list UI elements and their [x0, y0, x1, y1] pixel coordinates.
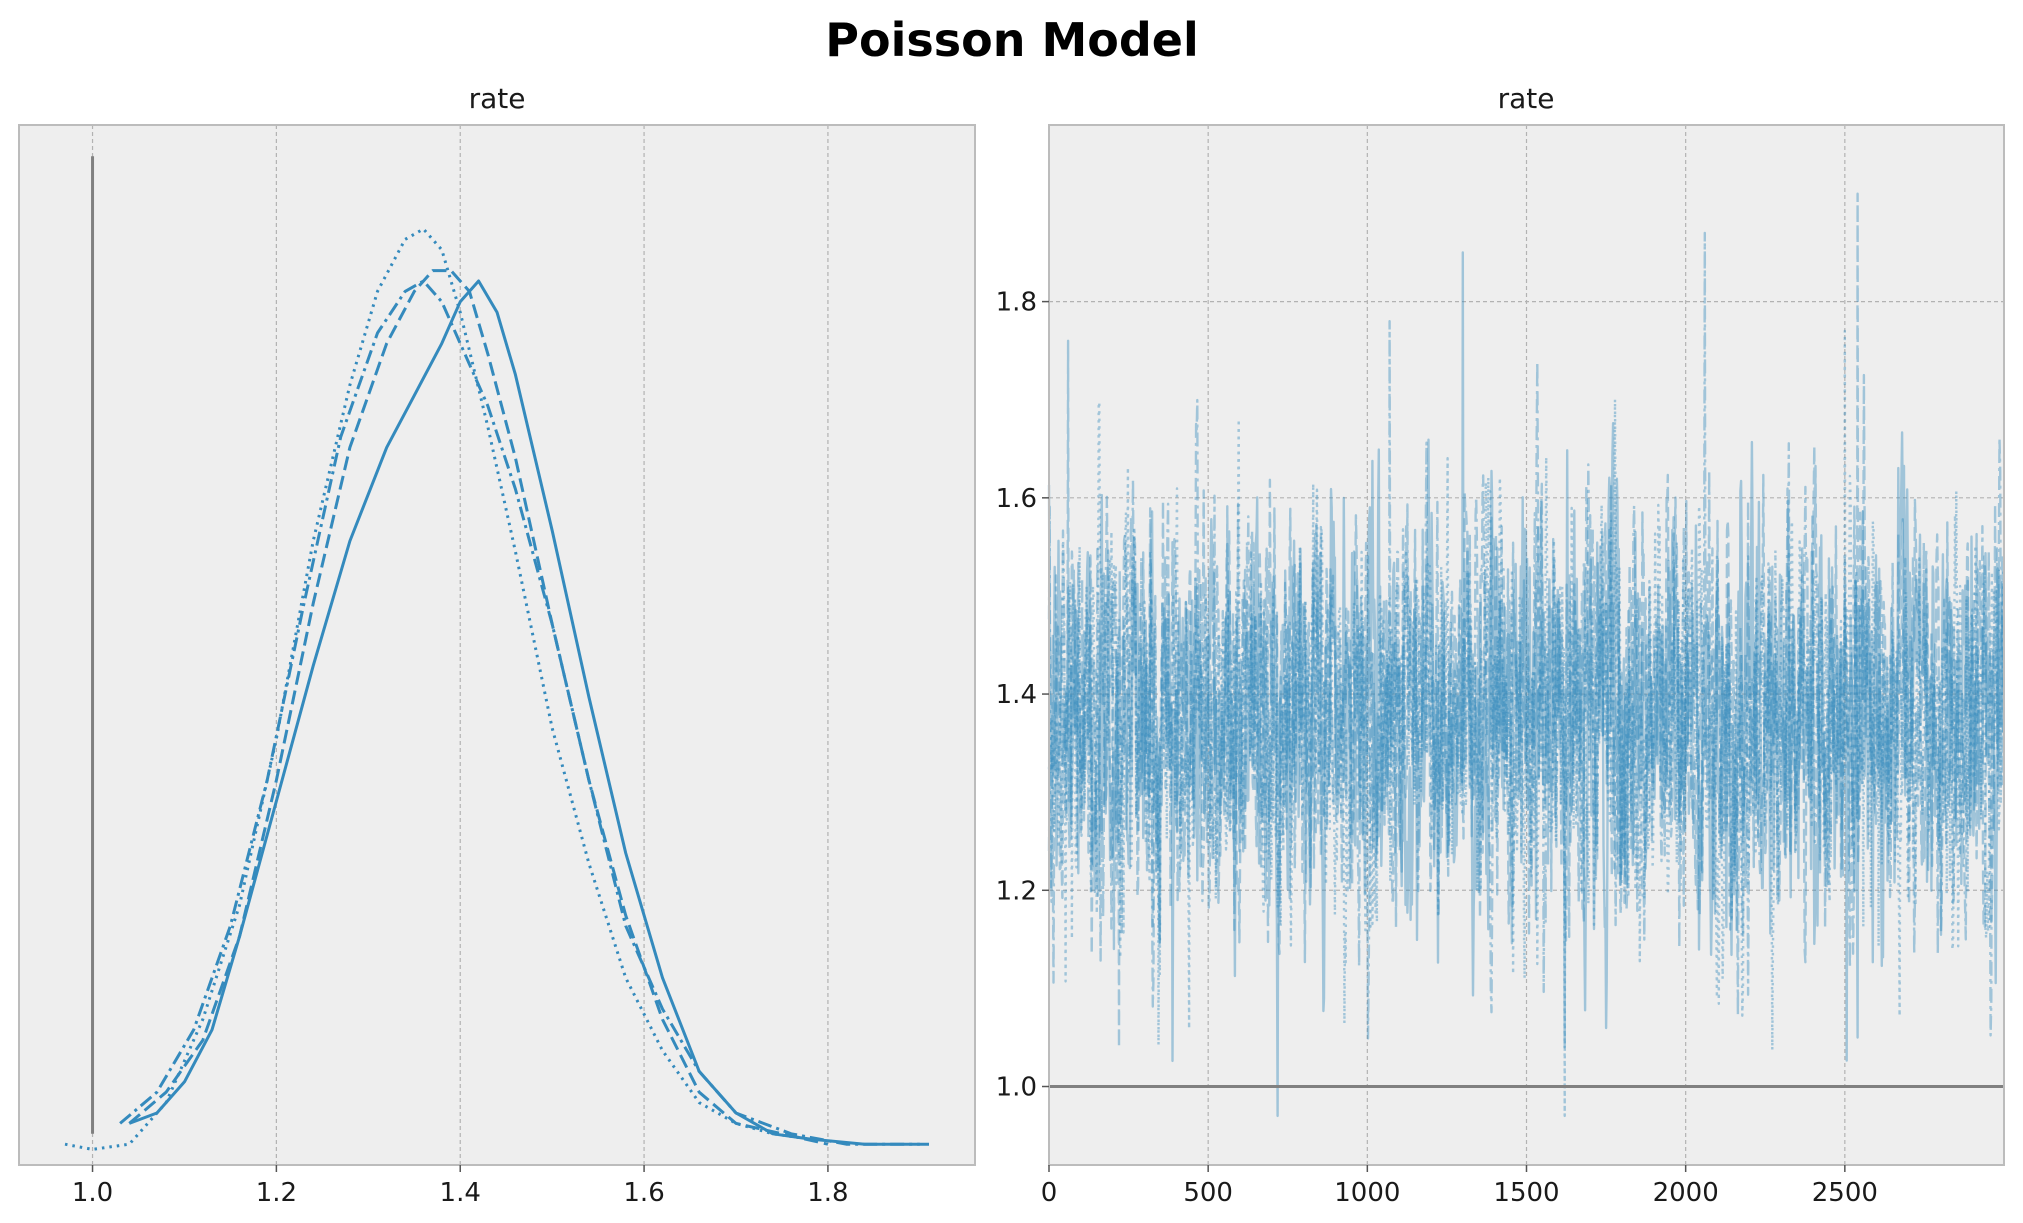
density-x-tick-label: 1.2: [256, 1178, 297, 1208]
trace-chain-dotted: [1047, 329, 2005, 1118]
density-x-tick-label: 1.8: [807, 1178, 848, 1208]
trace-x-tick-label: 2500: [1812, 1178, 1878, 1208]
density-series: [64, 227, 929, 1151]
trace-chain-solid: [1047, 251, 2005, 1118]
trace-y-ticks: 1.0 1.2 1.4 1.6 1.8: [996, 288, 1049, 1103]
trace-y-tick-label: 1.4: [996, 680, 1037, 710]
trace-panel: 0 500 1000 1500 2000 2500 1.0 1.2 1.4 1.6 1.8 rat…: [996, 82, 2005, 1208]
trace-series: [1047, 192, 2005, 1118]
trace-chain-dashdot: [1047, 231, 2005, 1040]
trace-title: rate: [1498, 82, 1555, 115]
trace-y-tick-label: 1.2: [996, 876, 1037, 906]
trace-x-tick-label: 1000: [1334, 1178, 1400, 1208]
trace-y-tick-label: 1.0: [996, 1073, 1037, 1103]
trace-chain-dashed: [1047, 192, 2005, 1049]
density-curve-dotted: [64, 227, 810, 1151]
density-curve-dashdot: [119, 279, 929, 1146]
trace-x-tick-label: 2000: [1653, 1178, 1719, 1208]
density-axes-frame: [18, 124, 976, 1166]
density-curve-dashed: [128, 269, 829, 1146]
trace-x-tick-label: 500: [1183, 1178, 1233, 1208]
density-x-tick-label: 1.0: [72, 1178, 113, 1208]
density-x-tick-label: 1.4: [440, 1178, 481, 1208]
trace-y-tick-label: 1.8: [996, 288, 1037, 318]
density-panel: 1.0 1.2 1.4 1.6 1.8 rate: [18, 82, 976, 1208]
density-x-ticks: 1.0 1.2 1.4 1.6 1.8: [72, 1165, 849, 1208]
figure-title: Poisson Model: [825, 13, 1198, 67]
trace-x-ticks: 0 500 1000 1500 2000 2500: [1041, 1165, 1878, 1208]
trace-y-tick-label: 1.6: [996, 484, 1037, 514]
density-title: rate: [469, 82, 526, 115]
trace-x-tick-label: 0: [1041, 1178, 1058, 1208]
trace-x-tick-label: 1500: [1493, 1178, 1559, 1208]
density-axes-background: [19, 125, 975, 1165]
density-x-tick-label: 1.6: [623, 1178, 664, 1208]
